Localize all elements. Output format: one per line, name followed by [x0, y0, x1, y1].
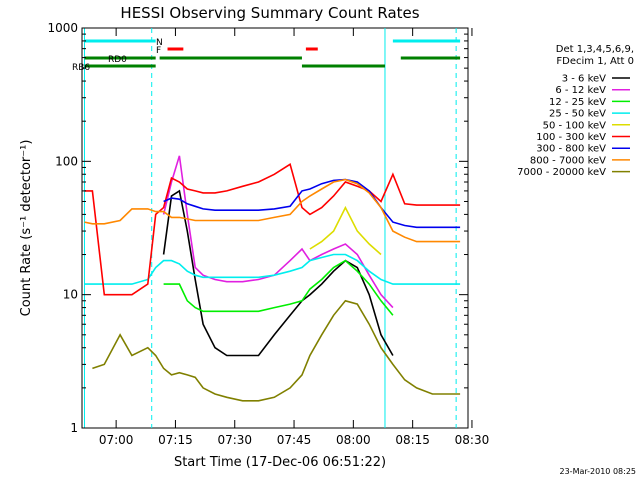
- y-tick-label: 100: [55, 154, 78, 168]
- series-line: [84, 178, 461, 243]
- legend-entry-label: 100 - 300 keV: [536, 132, 606, 143]
- legend-entry-label: 300 - 800 keV: [536, 144, 606, 155]
- legend-entry-label: 3 - 6 keV: [562, 74, 606, 85]
- x-tick-label: 08:15: [395, 433, 430, 447]
- x-tick-label: 08:30: [455, 433, 490, 447]
- legend-entry-label: 25 - 50 keV: [549, 109, 606, 120]
- state-bar-label: RB6: [72, 63, 90, 73]
- y-tick-label: 10: [63, 288, 78, 302]
- series-line: [163, 259, 394, 316]
- x-axis-ticks: 07:00 07:15 07:30 07:45 08:00 08:15 08:30: [99, 28, 489, 447]
- state-bar-label: N: [156, 38, 163, 48]
- legend-header: FDecim 1, Att 0: [556, 56, 634, 67]
- y-axis-label: Count Rate (s⁻¹ detector⁻¹): [19, 140, 34, 317]
- x-tick-label: 07:00: [99, 433, 134, 447]
- x-tick-label: 07:30: [217, 433, 252, 447]
- x-axis-label: Start Time (17-Dec-06 06:51:22): [174, 455, 386, 470]
- x-tick-label: 07:45: [277, 433, 312, 447]
- footer-stamp: 23-Mar-2010 08:25: [560, 467, 637, 476]
- series-line: [309, 205, 382, 256]
- state-bar-label: RD0: [108, 55, 127, 65]
- series-line: [163, 178, 461, 229]
- y-axis-ticks: 1 10 100 1000: [47, 21, 468, 435]
- series-line: [84, 163, 461, 296]
- legend-entry-label: 12 - 25 keV: [549, 97, 606, 108]
- series-line: [162, 189, 394, 357]
- series-layer: [84, 155, 461, 402]
- legend-entry-label: 50 - 100 keV: [543, 120, 607, 131]
- state-bars: NF RD0 RB6: [72, 38, 461, 73]
- legend-entry-label: 7000 - 20000 keV: [517, 167, 606, 178]
- x-tick-label: 07:15: [158, 433, 193, 447]
- legend-header: Det 1,3,4,5,6,9,: [556, 44, 634, 55]
- y-tick-label: 1: [70, 421, 78, 435]
- legend-entry-label: 6 - 12 keV: [555, 85, 606, 96]
- state-bar-label: F: [156, 46, 161, 56]
- x-tick-label: 08:00: [336, 433, 371, 447]
- y-tick-label: 1000: [47, 21, 78, 35]
- legend-entry-label: 800 - 7000 keV: [530, 155, 606, 166]
- plot-frame: [81, 27, 469, 429]
- legend: Det 1,3,4,5,6,9,FDecim 1, Att 0 3 - 6 keV…: [517, 44, 634, 178]
- chart-title: HESSI Observing Summary Count Rates: [120, 4, 419, 22]
- plot-border: [81, 27, 469, 429]
- series-line: [92, 299, 461, 402]
- series-line: [84, 253, 461, 285]
